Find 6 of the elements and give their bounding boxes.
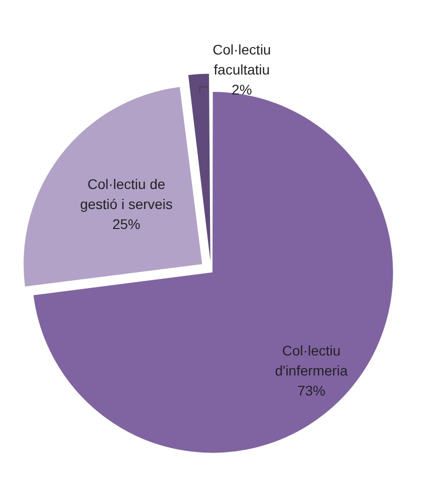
slice-label: Col·lectiu d'infermeria: [274, 342, 348, 379]
slice-label: Col·lectiu de gestió i serveis: [80, 176, 173, 212]
data-label: 25%: [112, 216, 140, 232]
data-label: 73%: [297, 382, 326, 399]
data-label: 2%: [232, 82, 252, 98]
slice-label: Col·lectiu facultatiu: [212, 42, 271, 78]
